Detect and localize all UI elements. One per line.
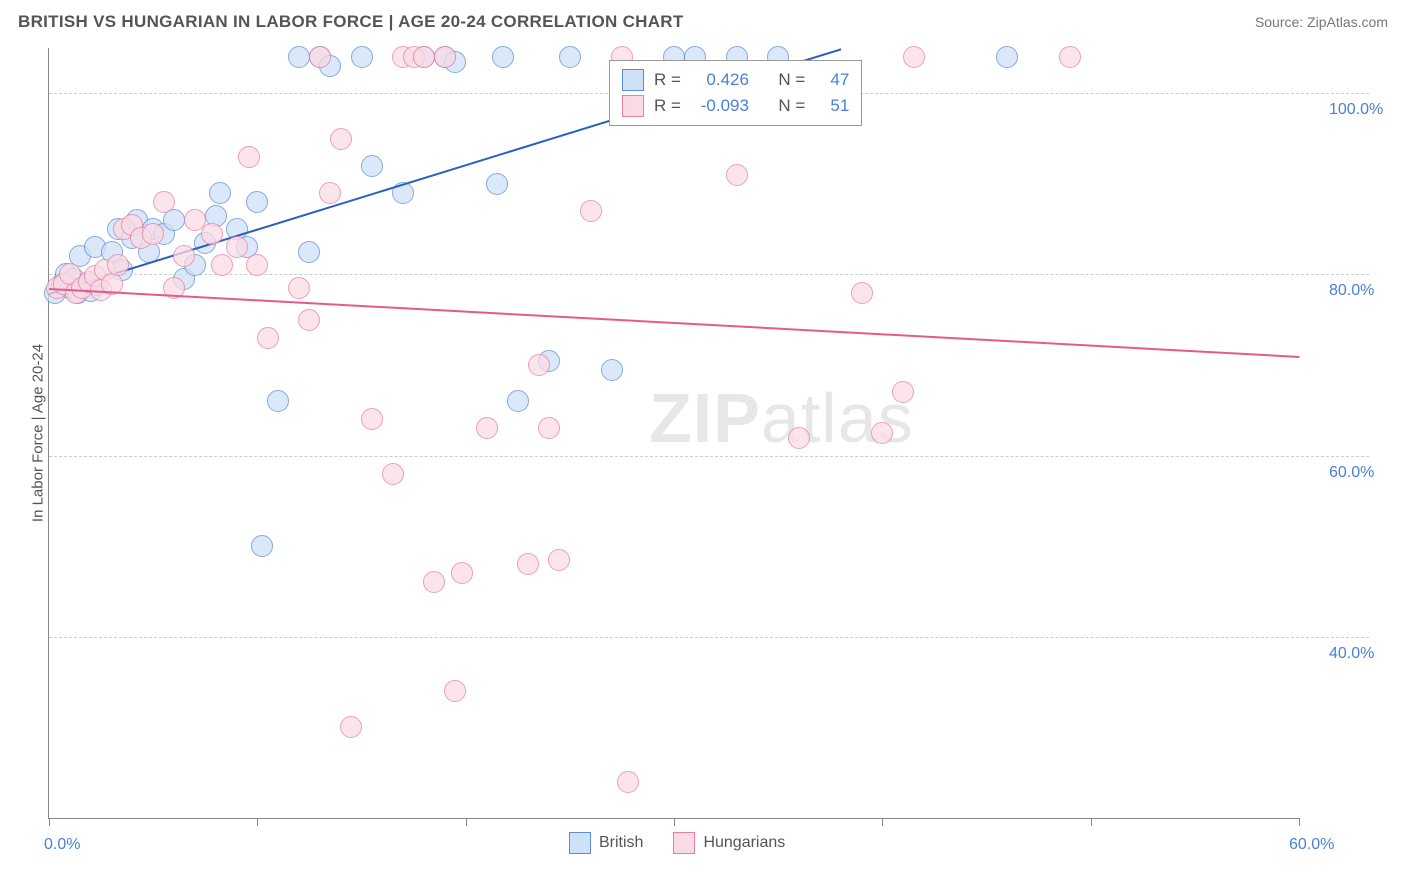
gridline (49, 456, 1369, 457)
r-value: -0.093 (691, 93, 749, 119)
scatter-point-british (601, 359, 623, 381)
regression-line-hungarians (49, 288, 1299, 358)
x-tick (882, 818, 883, 826)
scatter-point-hungarians (517, 553, 539, 575)
correlation-legend-row: R =0.426 N =47 (622, 67, 849, 93)
scatter-point-hungarians (153, 191, 175, 213)
gridline (49, 637, 1369, 638)
scatter-point-hungarians (444, 680, 466, 702)
scatter-point-hungarians (726, 164, 748, 186)
series-legend: British Hungarians (569, 832, 785, 854)
scatter-point-hungarians (298, 309, 320, 331)
x-tick-label: 60.0% (1289, 836, 1334, 854)
scatter-point-british (298, 241, 320, 263)
x-tick (49, 818, 50, 826)
scatter-point-hungarians (617, 771, 639, 793)
scatter-point-british (246, 191, 268, 213)
y-tick-label: 100.0% (1329, 101, 1383, 119)
scatter-point-hungarians (226, 236, 248, 258)
series-legend-item: Hungarians (673, 832, 785, 854)
gridline (49, 274, 1369, 275)
scatter-point-hungarians (413, 46, 435, 68)
scatter-point-hungarians (851, 282, 873, 304)
x-tick (674, 818, 675, 826)
scatter-point-hungarians (361, 408, 383, 430)
scatter-point-british (507, 390, 529, 412)
correlation-legend: R =0.426 N =47R =-0.093 N =51 (609, 60, 862, 126)
x-tick (1091, 818, 1092, 826)
scatter-point-hungarians (538, 417, 560, 439)
scatter-point-hungarians (246, 254, 268, 276)
scatter-point-hungarians (201, 223, 223, 245)
scatter-point-british (492, 46, 514, 68)
scatter-point-hungarians (871, 422, 893, 444)
y-tick-label: 80.0% (1329, 282, 1374, 300)
scatter-point-british (351, 46, 373, 68)
scatter-point-hungarians (288, 277, 310, 299)
chart-area: In Labor Force | Age 20-24 ZIPatlas 40.0… (48, 48, 1368, 818)
scatter-point-british (486, 173, 508, 195)
scatter-point-hungarians (382, 463, 404, 485)
scatter-point-hungarians (788, 427, 810, 449)
scatter-point-british (361, 155, 383, 177)
x-tick-label: 0.0% (44, 836, 80, 854)
n-value: 47 (815, 67, 849, 93)
scatter-point-hungarians (142, 223, 164, 245)
r-value: 0.426 (691, 67, 749, 93)
scatter-point-hungarians (211, 254, 233, 276)
legend-swatch (569, 832, 591, 854)
scatter-point-hungarians (903, 46, 925, 68)
legend-swatch (673, 832, 695, 854)
scatter-point-british (251, 535, 273, 557)
scatter-point-british (996, 46, 1018, 68)
n-value: 51 (815, 93, 849, 119)
scatter-point-hungarians (892, 381, 914, 403)
scatter-point-british (559, 46, 581, 68)
scatter-point-hungarians (173, 245, 195, 267)
chart-title: BRITISH VS HUNGARIAN IN LABOR FORCE | AG… (18, 12, 684, 32)
scatter-point-british (209, 182, 231, 204)
series-legend-label: British (599, 834, 643, 852)
x-tick (466, 818, 467, 826)
scatter-point-british (267, 390, 289, 412)
legend-swatch (622, 69, 644, 91)
x-tick (257, 818, 258, 826)
scatter-point-hungarians (580, 200, 602, 222)
scatter-point-hungarians (1059, 46, 1081, 68)
scatter-point-hungarians (528, 354, 550, 376)
scatter-point-hungarians (340, 716, 362, 738)
scatter-plot: ZIPatlas 40.0%60.0%80.0%100.0%0.0%60.0%R… (48, 48, 1299, 819)
series-legend-label: Hungarians (703, 834, 785, 852)
scatter-point-hungarians (319, 182, 341, 204)
watermark: ZIPatlas (649, 378, 914, 458)
chart-source: Source: ZipAtlas.com (1255, 14, 1388, 30)
scatter-point-hungarians (423, 571, 445, 593)
scatter-point-hungarians (548, 549, 570, 571)
scatter-point-hungarians (309, 46, 331, 68)
scatter-point-hungarians (107, 254, 129, 276)
scatter-point-hungarians (451, 562, 473, 584)
chart-header: BRITISH VS HUNGARIAN IN LABOR FORCE | AG… (18, 12, 1388, 32)
scatter-point-hungarians (330, 128, 352, 150)
scatter-point-british (288, 46, 310, 68)
y-tick-label: 40.0% (1329, 645, 1374, 663)
scatter-point-hungarians (476, 417, 498, 439)
y-axis-title: In Labor Force | Age 20-24 (30, 344, 47, 522)
legend-swatch (622, 95, 644, 117)
correlation-legend-row: R =-0.093 N =51 (622, 93, 849, 119)
y-tick-label: 60.0% (1329, 464, 1374, 482)
x-tick (1299, 818, 1300, 826)
scatter-point-hungarians (257, 327, 279, 349)
scatter-point-hungarians (238, 146, 260, 168)
series-legend-item: British (569, 832, 643, 854)
scatter-point-hungarians (434, 46, 456, 68)
